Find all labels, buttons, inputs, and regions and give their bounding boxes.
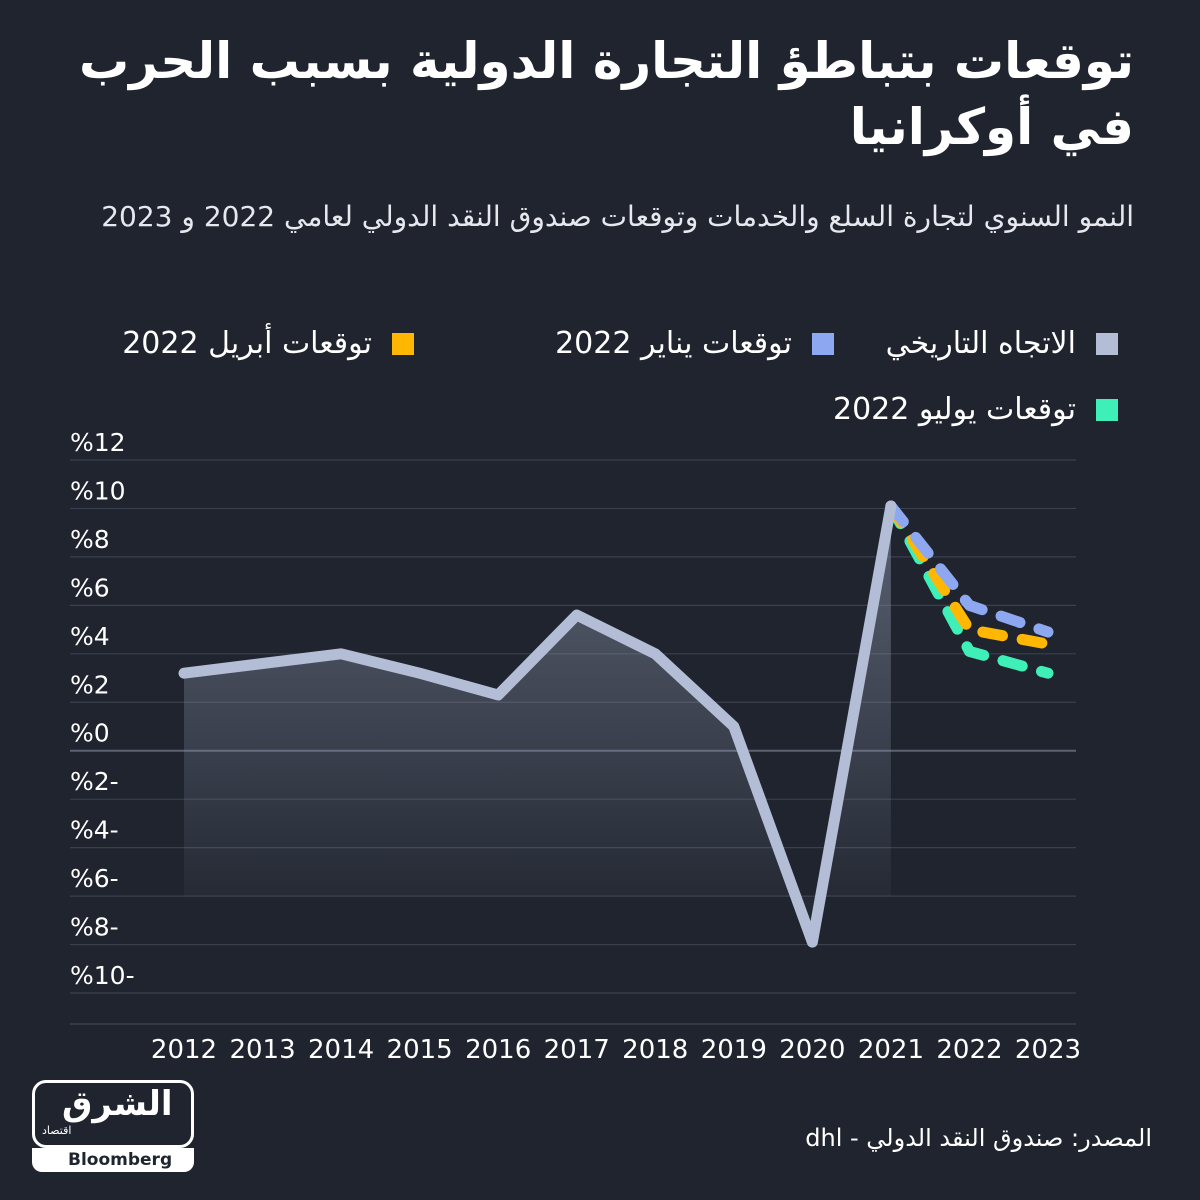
historical-area-fill	[184, 506, 891, 943]
x-tick-label: 2018	[622, 1035, 688, 1065]
legend-item-april: توقعات أبريل 2022	[122, 326, 414, 361]
y-tick-label: %6-	[70, 864, 119, 893]
x-tick-label: 2022	[936, 1035, 1002, 1065]
logo-bar	[32, 1148, 194, 1172]
legend-label-historical: الاتجاه التاريخي	[885, 326, 1076, 361]
legend-item-july: توقعات يوليو 2022	[833, 392, 1118, 427]
x-tick-label: 2013	[229, 1035, 295, 1065]
logo-arabic-text: الشرق	[62, 1084, 173, 1124]
legend-label-january: توقعات يناير 2022	[555, 326, 792, 361]
x-tick-label: 2017	[544, 1035, 610, 1065]
legend-label-july: توقعات يوليو 2022	[832, 392, 1076, 427]
x-tick-label: 2023	[1015, 1035, 1081, 1065]
legend-swatch-historical	[1096, 332, 1118, 355]
y-tick-label: %4-	[70, 816, 119, 845]
legend-item-january: توقعات يناير 2022	[555, 326, 834, 361]
y-tick-label: %8	[70, 525, 110, 554]
y-tick-label: %12	[70, 428, 126, 457]
x-tick-label: 2019	[701, 1035, 767, 1065]
x-tick-label: 2020	[779, 1035, 845, 1065]
x-tick-label: 2016	[465, 1035, 531, 1065]
legend-swatch-april	[392, 332, 414, 355]
legend-label-april: توقعات أبريل 2022	[122, 326, 372, 361]
legend-item-historical: الاتجاه التاريخي	[886, 326, 1118, 361]
series-line-0	[178, 500, 897, 948]
logo-frame	[32, 1080, 194, 1148]
y-tick-label: %2-	[70, 767, 119, 796]
y-tick-label: %10-	[70, 961, 135, 990]
y-tick-label: %10	[70, 476, 126, 505]
y-tick-label: %6	[70, 573, 110, 602]
source-note: المصدر: صندوق النقد الدولي - dhl	[805, 1124, 1152, 1152]
series-line-3	[885, 500, 1054, 679]
y-tick-label: %8-	[70, 913, 119, 942]
legend-swatch-july	[1096, 398, 1118, 421]
line-chart: %12 %10 %8 %6 %4 %2 %0 %2- %4- %6- %8- %10- 2012 201…	[70, 428, 1081, 1065]
y-tick-label: %2	[70, 670, 110, 699]
legend-swatch-january	[812, 332, 834, 355]
series-line-1	[885, 500, 1054, 638]
x-tick-label: 2015	[387, 1035, 453, 1065]
asharq-bloomberg-logo: الشرق اقتصاد Bloomberg	[32, 1080, 194, 1172]
y-tick-label: %4	[70, 622, 110, 651]
x-tick-label: 2014	[308, 1035, 374, 1065]
y-tick-label: %0	[70, 719, 110, 748]
chart-title: توقعات بتباطؤ التجارة الدولية بسبب الحرب…	[78, 32, 1134, 156]
x-tick-label: 2021	[858, 1035, 924, 1065]
logo-english-text: Bloomberg	[68, 1150, 173, 1170]
logo-sub-text: اقتصاد	[42, 1124, 72, 1137]
x-tick-label: 2012	[151, 1035, 217, 1065]
chart-subtitle: النمو السنوي لتجارة السلع والخدمات وتوقع…	[101, 200, 1134, 233]
